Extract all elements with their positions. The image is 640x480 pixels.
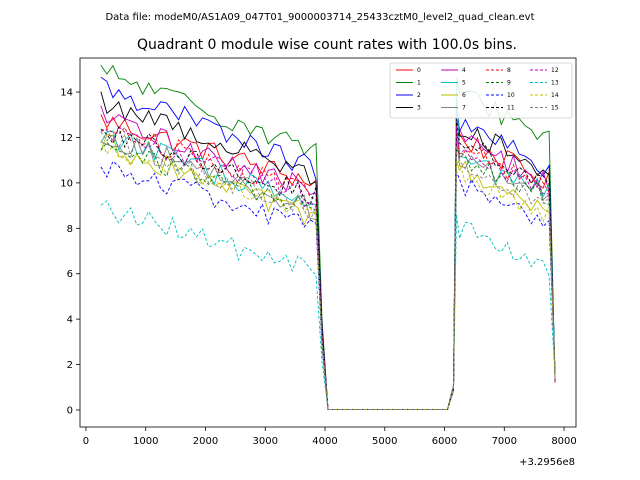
x-tick-label: 0: [83, 436, 89, 447]
x-tick-label: 3000: [253, 436, 278, 447]
legend-label-4: 4: [462, 67, 466, 74]
x-tick-label: 4000: [312, 436, 337, 447]
legend-label-13: 13: [551, 80, 559, 87]
y-tick-label: 8: [67, 224, 73, 235]
legend-label-9: 9: [507, 80, 511, 87]
series-line-7: [100, 136, 556, 410]
legend-label-5: 5: [462, 80, 466, 87]
legend-label-6: 6: [462, 92, 466, 99]
legend-frame: [389, 62, 573, 119]
series-line-9: [100, 141, 556, 410]
series-line-12: [100, 125, 556, 410]
series-line-5: [100, 78, 556, 410]
legend-label-1: 1: [417, 80, 421, 87]
x-tick-label: 1000: [133, 436, 158, 447]
y-tick-label: 2: [67, 360, 73, 371]
series-line-14: [100, 140, 556, 410]
y-axis: 0 2 4 6 8 10 12 14: [60, 88, 80, 416]
series-line-4: [100, 105, 556, 410]
y-tick-label: 4: [67, 315, 73, 326]
legend-label-14: 14: [551, 92, 559, 99]
series-line-2: [100, 76, 556, 410]
legend-label-12: 12: [551, 67, 559, 74]
series-line-3: [100, 91, 556, 410]
x-tick-label: 5000: [372, 436, 397, 447]
y-tick-label: 0: [67, 405, 73, 416]
chart-title: Quadrant 0 module wise count rates with …: [137, 37, 517, 53]
legend-label-2: 2: [417, 92, 421, 99]
series-line-10: [100, 160, 556, 410]
legend-label-0: 0: [417, 67, 421, 74]
legend-label-10: 10: [507, 92, 515, 99]
y-tick-label: 10: [60, 178, 73, 189]
axes-frame: [79, 57, 577, 428]
legend-label-7: 7: [462, 105, 466, 112]
legend-label-3: 3: [417, 105, 421, 112]
y-tick-label: 14: [60, 88, 73, 99]
chart-suptitle: Data file: modeM0/AS1A09_047T01_90000037…: [105, 12, 534, 23]
series-line-13: [100, 200, 556, 410]
x-axis: 0 1000 2000 3000 4000 5000 6000 7000 8000: [83, 427, 577, 447]
x-tick-label: 8000: [551, 436, 576, 447]
series-line-11: [100, 119, 556, 410]
legend-label-8: 8: [507, 67, 511, 74]
x-axis-offset-label: +3.2956e8: [519, 457, 575, 468]
y-tick-label: 12: [60, 133, 73, 144]
legend-label-11: 11: [507, 105, 515, 112]
x-tick-label: 7000: [492, 436, 517, 447]
series-line-8: [100, 126, 556, 410]
series-line-15: [100, 131, 556, 410]
y-tick-label: 6: [67, 269, 73, 280]
x-tick-label: 6000: [432, 436, 457, 447]
plot-lines: [100, 64, 556, 410]
legend-label-15: 15: [551, 105, 559, 112]
x-tick-label: 2000: [193, 436, 218, 447]
